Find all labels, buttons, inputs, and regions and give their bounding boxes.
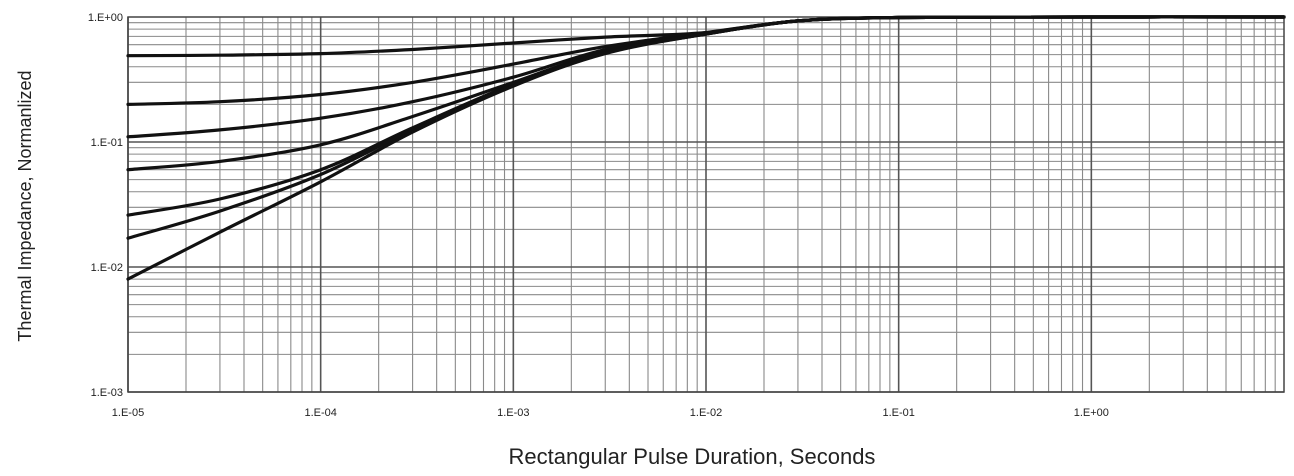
y-tick-label: 1.E-03 bbox=[91, 387, 123, 399]
y-tick-label: 1.E-02 bbox=[91, 262, 123, 274]
x-tick-label: 1.E-05 bbox=[112, 407, 144, 419]
x-tick-labels: 1.E-05 1.E-04 1.E-03 1.E-02 1.E-01 1.E+00 bbox=[112, 407, 1109, 419]
y-tick-label: 1.E+00 bbox=[88, 12, 123, 24]
x-axis-title: Rectangular Pulse Duration, Seconds bbox=[509, 444, 876, 469]
y-tick-label: 1.E-01 bbox=[91, 137, 123, 149]
series-line-7 bbox=[126, 15, 1286, 281]
x-tick-label: 1.E-01 bbox=[882, 407, 914, 419]
major-gridlines bbox=[127, 17, 1284, 393]
x-tick-label: 1.E-02 bbox=[690, 407, 722, 419]
y-tick-labels: 1.E+00 1.E-01 1.E-02 1.E-03 bbox=[88, 12, 123, 399]
x-tick-label: 1.E-03 bbox=[497, 407, 529, 419]
x-tick-label: 1.E-04 bbox=[304, 407, 336, 419]
plot-frame bbox=[127, 16, 1285, 393]
y-axis-title: Thermal Impedance, Normanlized bbox=[15, 70, 35, 341]
x-tick-label: 1.E+00 bbox=[1074, 407, 1109, 419]
series-layer bbox=[126, 15, 1286, 281]
